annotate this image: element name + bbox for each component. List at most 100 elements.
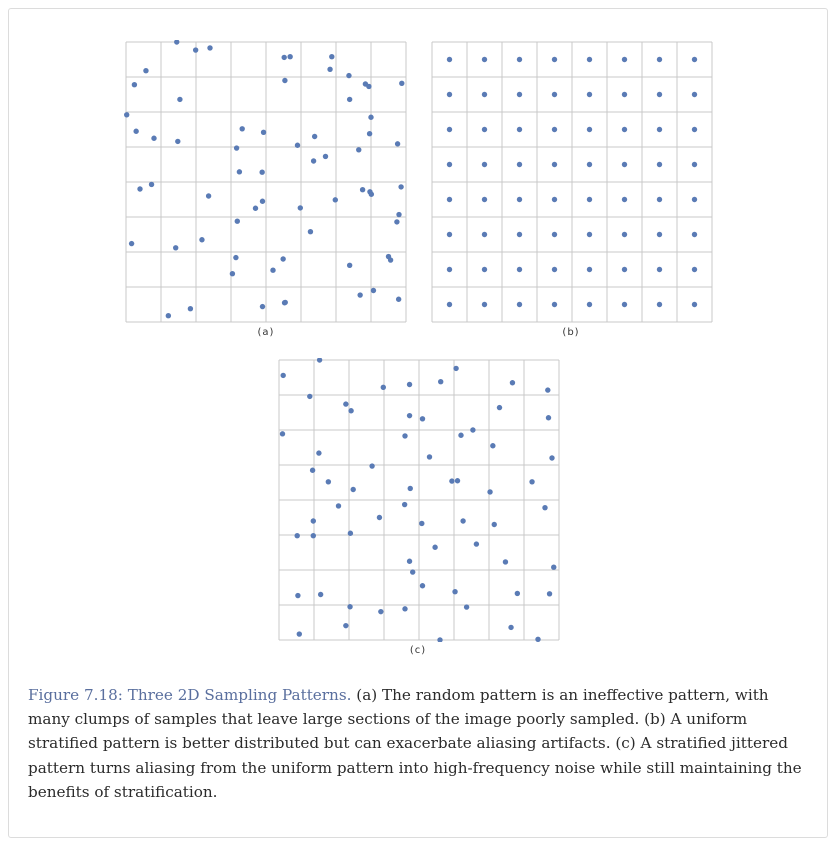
sample-point-a-6 xyxy=(143,68,149,74)
sample-point-b-42 xyxy=(516,231,523,238)
sample-point-a-21 xyxy=(151,135,157,141)
sample-point-a-65 xyxy=(165,313,172,319)
sample-point-c-55 xyxy=(347,604,353,610)
sample-point-a-7 xyxy=(327,66,333,72)
figure-caption-text: (a) The random pattern is an ineffective… xyxy=(28,686,802,801)
sample-point-c-24 xyxy=(369,463,375,469)
sample-point-b-62 xyxy=(656,301,663,308)
sample-point-c-34 xyxy=(542,505,548,511)
sample-point-b-1 xyxy=(481,56,488,63)
sample-point-b-11 xyxy=(551,91,558,98)
scatter-plot-c xyxy=(278,358,560,642)
sample-point-a-13 xyxy=(399,80,405,86)
sample-point-b-59 xyxy=(551,301,558,308)
sample-point-a-64 xyxy=(282,299,288,306)
sample-point-c-11 xyxy=(406,412,413,419)
sample-point-c-57 xyxy=(402,606,408,612)
sample-point-b-41 xyxy=(481,231,488,238)
sample-point-a-40 xyxy=(332,197,338,203)
sample-point-a-63 xyxy=(259,303,266,310)
sample-point-a-25 xyxy=(294,142,301,148)
sample-point-a-30 xyxy=(310,158,317,164)
sample-point-c-51 xyxy=(317,591,324,598)
sample-point-a-5 xyxy=(329,54,335,60)
sample-point-b-15 xyxy=(691,91,698,98)
sample-point-b-22 xyxy=(656,126,663,133)
sample-point-c-27 xyxy=(454,478,461,484)
sample-point-a-19 xyxy=(239,126,245,132)
sample-point-c-47 xyxy=(551,564,557,570)
sample-point-a-1 xyxy=(192,47,199,53)
sample-point-c-53 xyxy=(514,590,521,597)
sample-point-b-60 xyxy=(586,301,593,308)
sample-point-b-17 xyxy=(481,126,488,133)
sample-point-a-4 xyxy=(287,54,293,60)
sample-point-a-17 xyxy=(368,114,374,120)
panel-label-a: (a) xyxy=(257,327,275,338)
sample-point-c-38 xyxy=(460,518,466,524)
sample-point-a-32 xyxy=(259,169,265,175)
sample-point-c-18 xyxy=(470,427,476,433)
sample-point-c-63 xyxy=(535,636,541,642)
sample-point-b-7 xyxy=(691,56,698,63)
sample-point-c-58 xyxy=(463,604,470,610)
sample-point-b-8 xyxy=(446,91,453,98)
sample-point-b-61 xyxy=(621,301,628,308)
sample-point-a-24 xyxy=(366,131,373,137)
sample-point-c-2 xyxy=(280,372,286,379)
sample-point-a-35 xyxy=(398,184,404,190)
panel-label-c: (c) xyxy=(409,645,427,656)
sample-point-c-52 xyxy=(452,589,458,595)
sample-point-c-5 xyxy=(438,379,444,385)
sample-point-a-14 xyxy=(177,96,183,103)
figure-title: Figure 7.18: Three 2D Sampling Patterns. xyxy=(28,686,352,704)
sample-point-c-49 xyxy=(419,583,426,589)
sample-point-a-34 xyxy=(137,186,143,192)
sample-point-b-45 xyxy=(621,231,628,238)
sample-point-a-22 xyxy=(175,138,181,145)
sample-point-b-12 xyxy=(586,91,593,98)
sample-point-b-19 xyxy=(551,126,558,133)
sample-point-a-36 xyxy=(359,187,366,193)
sample-point-b-13 xyxy=(621,91,628,98)
sample-point-a-53 xyxy=(346,262,353,268)
sample-point-a-38 xyxy=(368,191,375,197)
sample-point-b-33 xyxy=(481,196,488,203)
sample-point-c-15 xyxy=(279,431,286,437)
sample-point-c-35 xyxy=(310,518,316,524)
sample-point-a-46 xyxy=(394,219,400,225)
sample-point-b-14 xyxy=(656,91,663,98)
sample-point-b-4 xyxy=(586,56,593,63)
sample-point-a-9 xyxy=(282,77,288,84)
sample-point-c-26 xyxy=(449,478,455,484)
sample-point-b-63 xyxy=(691,301,698,308)
sample-point-a-44 xyxy=(396,211,402,218)
sample-point-c-28 xyxy=(487,489,493,495)
sample-point-b-5 xyxy=(621,56,628,63)
sample-point-b-58 xyxy=(516,301,523,308)
sample-point-b-47 xyxy=(691,231,698,238)
sample-point-c-30 xyxy=(350,486,356,493)
sample-point-c-54 xyxy=(546,591,553,597)
sample-point-c-41 xyxy=(310,533,316,539)
sample-point-b-49 xyxy=(481,266,488,273)
sample-point-c-56 xyxy=(378,608,384,615)
sample-point-a-20 xyxy=(260,129,267,135)
sample-point-b-48 xyxy=(446,266,453,273)
sample-point-c-50 xyxy=(295,592,301,599)
sample-point-b-30 xyxy=(656,161,663,168)
sample-point-b-9 xyxy=(481,91,488,98)
sample-point-b-54 xyxy=(656,266,663,273)
sample-point-a-26 xyxy=(394,141,401,147)
sample-point-c-44 xyxy=(473,541,480,547)
sample-point-a-60 xyxy=(395,296,402,302)
sample-point-b-36 xyxy=(586,196,593,203)
sample-point-c-62 xyxy=(437,637,443,642)
sample-point-b-34 xyxy=(516,196,523,203)
sample-point-a-28 xyxy=(356,147,362,153)
sample-point-b-23 xyxy=(691,126,698,133)
sample-point-c-32 xyxy=(335,503,342,509)
sample-point-c-48 xyxy=(410,569,416,575)
sample-point-c-0 xyxy=(316,358,323,363)
sample-point-c-7 xyxy=(545,387,551,393)
